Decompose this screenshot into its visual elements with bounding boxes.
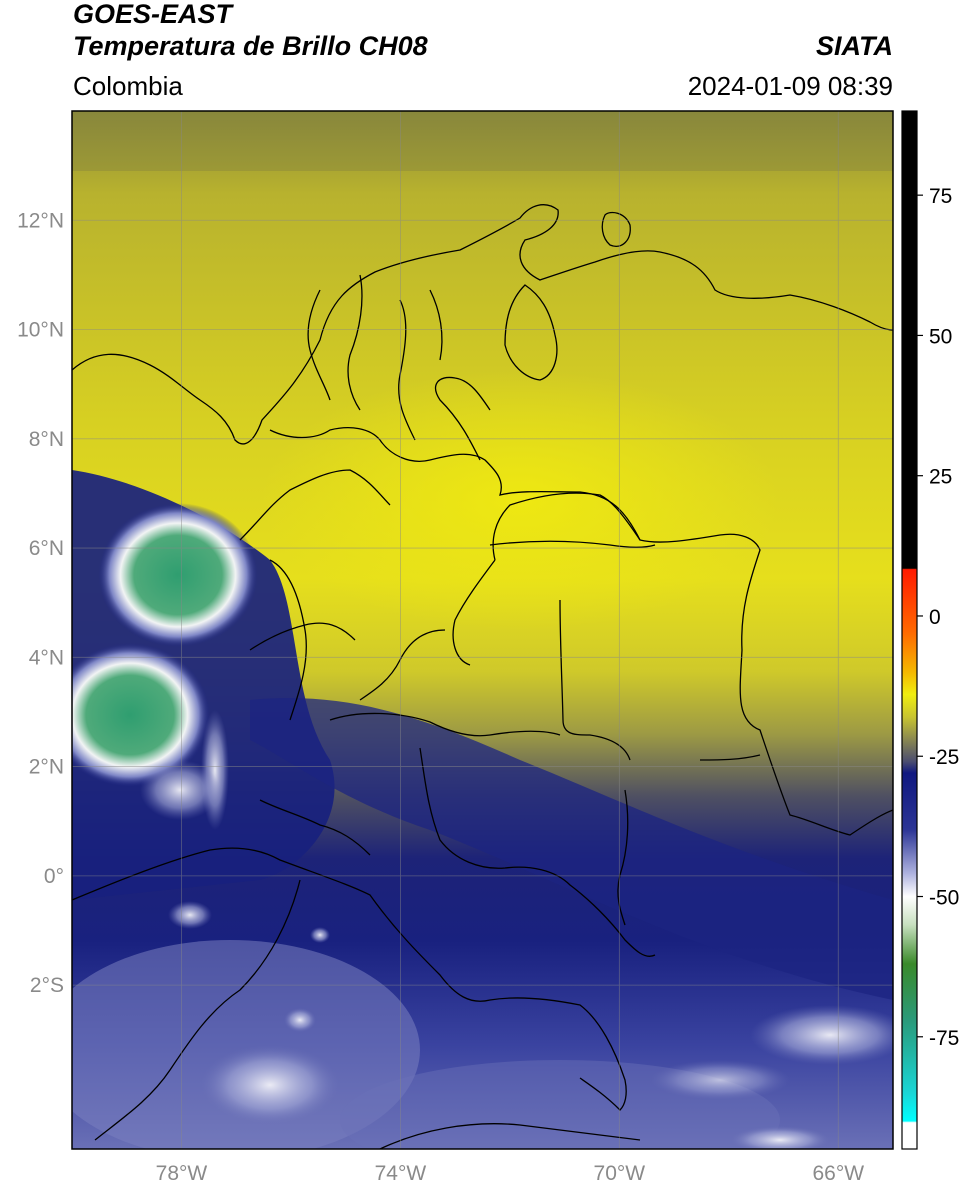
colorbar-tick-label: -75 — [929, 1027, 959, 1050]
colorbar-tick-label: 0 — [929, 606, 941, 629]
colorbar-scale — [901, 110, 918, 1150]
colorbar-tick-label: -50 — [929, 887, 959, 910]
graticule — [72, 111, 893, 1149]
lon-tick-label: 70°W — [594, 1162, 646, 1185]
colorbar: 75 50 25 0 -25 -50 -75 — [901, 110, 959, 1150]
storm-cell-south — [72, 643, 210, 787]
map-frame — [71, 110, 894, 1150]
datetime-label: 2024-01-09 08:39 — [687, 71, 893, 101]
lat-tick-label: 6°N — [29, 537, 64, 560]
longitude-labels: 78°W 74°W 70°W 66°W — [156, 1162, 865, 1185]
lon-tick-label: 74°W — [375, 1162, 427, 1185]
colorbar-tick-label: 75 — [929, 185, 952, 208]
lat-tick-label: 10°N — [17, 319, 64, 342]
storm-cell-north — [98, 503, 258, 647]
lat-tick-label: 12°N — [17, 209, 64, 232]
borders — [72, 204, 893, 1149]
lon-tick-label: 66°W — [812, 1162, 864, 1185]
lat-tick-label: 2°N — [29, 756, 64, 779]
latitude-labels: 12°N 10°N 8°N 6°N 4°N 2°N 0° 2°S — [17, 209, 64, 997]
lat-tick-label: 2°S — [30, 974, 64, 997]
satellite-title: GOES-EAST — [73, 0, 233, 29]
lat-tick-label: 8°N — [29, 428, 64, 451]
colorbar-tick-label: 50 — [929, 325, 952, 348]
lat-tick-label: 4°N — [29, 646, 64, 669]
product-title: Temperatura de Brillo CH08 — [73, 31, 428, 61]
region-label: Colombia — [73, 71, 183, 101]
colorbar-tick-label: -25 — [929, 746, 959, 769]
source-label: SIATA — [816, 31, 893, 61]
imagery — [72, 111, 893, 1149]
colorbar-tick-label: 25 — [929, 466, 952, 489]
lat-tick-label: 0° — [44, 865, 64, 888]
lon-tick-label: 78°W — [156, 1162, 208, 1185]
